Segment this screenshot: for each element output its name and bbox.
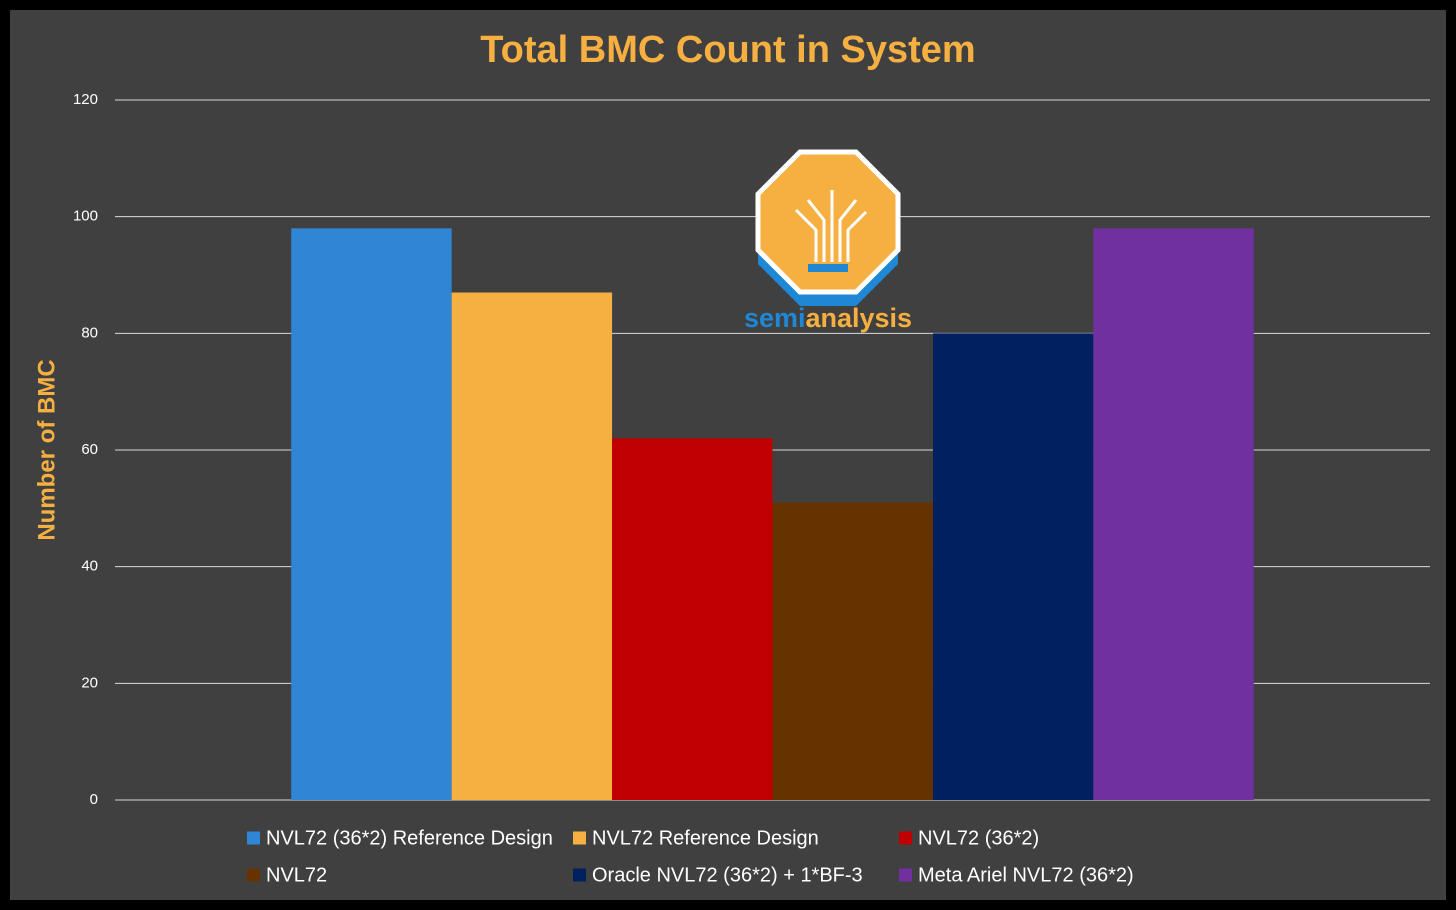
- legend-label: NVL72 Reference Design: [592, 827, 819, 849]
- y-axis-title: Number of BMC: [33, 359, 60, 540]
- logo-tree: [794, 190, 868, 262]
- logo-badge: [755, 149, 901, 295]
- y-tick-label: 100: [73, 208, 98, 225]
- y-tick-label: 20: [81, 674, 98, 691]
- legend-swatch: [899, 868, 912, 882]
- legend-label: NVL72 (36*2) Reference Design: [266, 827, 553, 849]
- chart-title: Total BMC Count in System: [480, 29, 975, 71]
- bar: [932, 333, 1094, 800]
- legend-swatch: [247, 868, 260, 882]
- legend-label: NVL72: [266, 864, 327, 886]
- logo-bulb: [808, 264, 848, 272]
- bar: [451, 292, 613, 800]
- logo-text-1: semi: [744, 303, 806, 333]
- y-tick-label: 0: [90, 791, 98, 808]
- y-tick-label: 80: [81, 324, 98, 341]
- bar: [772, 502, 933, 800]
- legend-swatch: [573, 831, 586, 845]
- legend-label: Oracle NVL72 (36*2) + 1*BF-3: [592, 864, 863, 886]
- bar: [612, 438, 773, 800]
- logo-text-2: analysis: [805, 303, 912, 333]
- legend-swatch: [247, 831, 260, 845]
- y-tick-label: 60: [81, 441, 98, 458]
- legend-swatch: [899, 831, 912, 845]
- y-tick-label: 40: [81, 558, 98, 575]
- bar: [291, 228, 452, 801]
- logo: semianalysis: [744, 149, 912, 333]
- logo-text: semianalysis: [744, 303, 912, 333]
- legend-label: NVL72 (36*2): [918, 827, 1039, 849]
- legend-swatch: [573, 868, 586, 882]
- y-tick-label: 120: [73, 91, 98, 108]
- bar: [1093, 228, 1254, 801]
- legend-label: Meta Ariel NVL72 (36*2): [918, 864, 1134, 886]
